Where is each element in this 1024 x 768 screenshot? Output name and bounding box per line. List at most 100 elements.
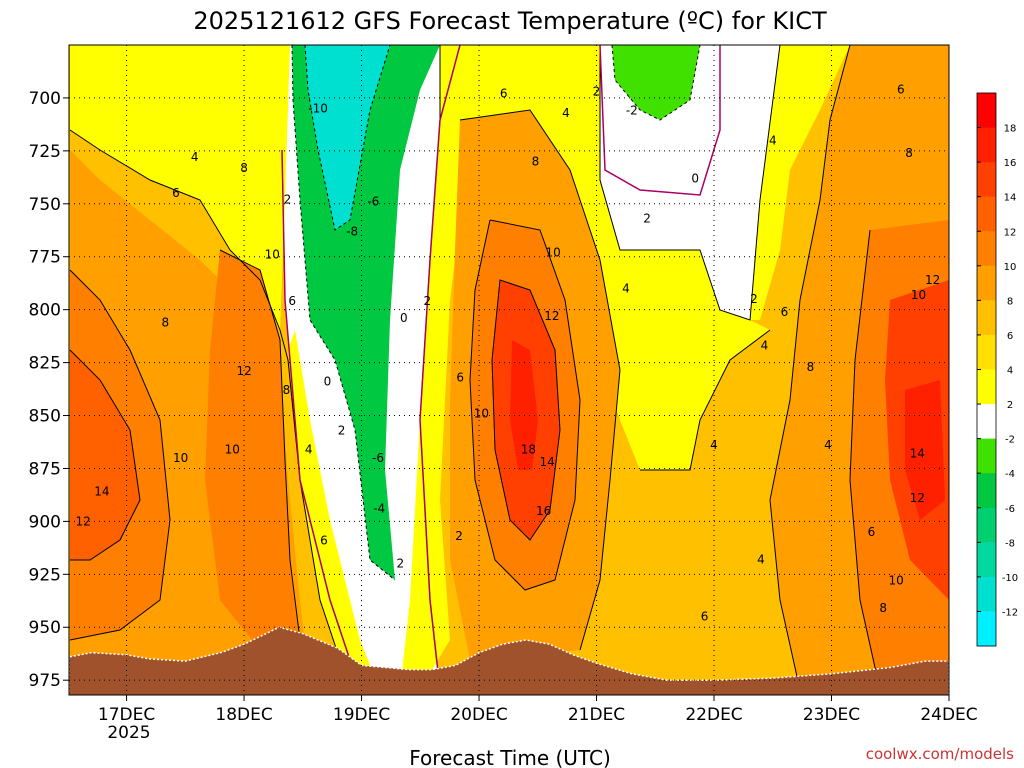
contour-label: 4 [757,553,765,567]
contour-label: -4 [373,502,385,516]
x-tick-label: 20DEC [450,705,507,725]
contour-label: 14 [94,485,109,499]
contour-label: 8 [283,383,291,397]
x-tick-label: 23DEC [803,705,860,725]
contour-label: 12 [925,273,940,287]
x-tick-label: 19DEC [333,705,390,725]
colorbar-swatch [977,404,996,440]
year-label: 2025 [107,723,150,743]
contour-label: 10 [265,248,280,262]
contour-label: 6 [701,610,709,624]
contour-label: 8 [161,315,169,329]
terrain-surface [69,626,949,695]
colorbar-swatch [977,369,996,405]
colorbar-label: 12 [1004,227,1017,238]
y-tick-label: 800 [29,301,61,321]
contour-label: 10 [911,288,926,302]
colorbar-label: 10 [1004,262,1017,273]
x-tick-label: 24DEC [920,705,977,725]
colorbar-swatch [977,576,996,612]
contour-label: 4 [305,442,313,456]
region-yellow-north [70,45,290,330]
region-red-west [70,350,140,560]
contour-label: 4 [761,339,769,353]
colorbar-label: 6 [1007,331,1013,342]
contour-label: 6 [500,87,508,101]
colorbar-label: -12 [1002,607,1018,618]
colorbar-label: -10 [1002,573,1018,584]
contour-label: 0 [400,311,408,325]
colorbar-swatch [977,196,996,232]
region-cold-north-white [600,45,780,320]
contour-label: 8 [807,360,815,374]
y-tick-label: 825 [29,354,61,374]
region-yellow-ridge [288,330,380,690]
colorbar-label: 4 [1007,366,1013,377]
contour-label: 2 [750,292,758,306]
y-tick-label: 900 [29,512,61,532]
contour-label: 8 [240,161,248,175]
contour-label: 8 [879,601,887,615]
contour-label: 4 [769,133,777,147]
contour-label: 0 [691,171,699,185]
contour-label: 18 [521,442,536,456]
colorbar-swatch [977,231,996,267]
colorbar-label: 2 [1007,400,1013,411]
region-cyan-core [305,45,390,230]
contour-label: 8 [532,154,540,168]
colorbar-label: -2 [1005,435,1015,446]
x-axis: 17DEC 18DEC 19DEC 20DEC 21DEC 22DEC 23DEC 24DEC [98,695,978,725]
y-tick-label: 750 [29,195,61,215]
contour-label: 14 [540,455,555,469]
y-axis: 700 725 750 775 800 825 850 875 900 925 950 975 [29,89,69,691]
contour-label: 8 [905,146,913,160]
contour-label: 2 [396,557,404,571]
region-red-east-inner [905,380,945,520]
contour-label: 2 [338,423,346,437]
temperature-field: 468281068121010141246-10-6-802-6-4022264… [69,45,949,695]
contour-label: -6 [372,451,384,465]
x-tick-label: 17DEC [98,705,155,725]
colorbar-swatch [977,300,996,336]
colorbar-swatch [977,473,996,509]
contour-label: 10 [545,246,560,260]
contour-label: 16 [536,504,551,518]
contour-label: 14 [910,447,925,461]
colorbar-swatch [977,611,996,647]
region-yellow-upper-right [750,45,850,320]
y-tick-label: 725 [29,142,61,162]
contour-label: 2 [643,212,651,226]
y-tick-label: 925 [29,565,61,585]
contour-label: 0 [324,375,332,389]
colorbar-label: 16 [1004,158,1017,169]
y-tick-label: 700 [29,89,61,109]
colorbar-swatch [977,438,996,474]
contour-label: 10 [225,442,240,456]
x-tick-label: 21DEC [568,705,625,725]
contour-label: 4 [562,106,570,120]
contour-label: 10 [173,451,188,465]
region-yellow-mid [400,45,770,690]
contour-label: 4 [824,438,832,452]
negative-isotherm-lines [291,45,701,581]
region-darkorange-west2 [205,250,300,650]
contour-label: -6 [367,195,379,209]
colorbar-swatch [977,507,996,543]
colorbar-label: -8 [1005,538,1015,549]
y-tick-label: 875 [29,459,61,479]
region-green-north [612,45,700,120]
plot-frame [68,44,950,696]
colorbar-label: -4 [1005,469,1015,480]
colorbar-label: -6 [1005,504,1015,515]
colorbar-swatch [977,334,996,370]
contour-label: -10 [308,102,328,116]
contour-label: 12 [75,514,90,528]
contour-label: -8 [346,224,358,238]
y-tick-label: 950 [29,618,61,638]
colorbar-label: 14 [1004,193,1017,204]
contour-label: 2 [455,529,463,543]
grid-lines [69,45,950,695]
contour-label: 6 [781,305,789,319]
credit-text: coolwx.com/models [866,745,1014,763]
